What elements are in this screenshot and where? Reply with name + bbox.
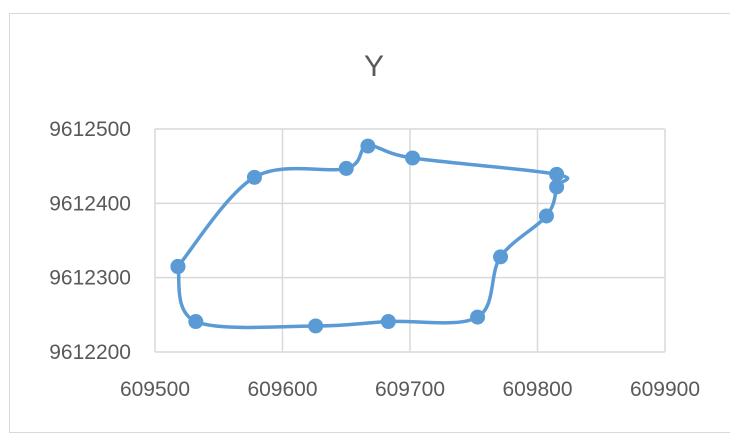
scatter-chart: Y 9612200 9612300 9612400 9612500 609500 6096… <box>49 50 700 401</box>
data-point <box>360 138 376 154</box>
data-point <box>170 259 186 275</box>
data-point <box>493 249 509 265</box>
x-tick-label: 609700 <box>375 378 445 401</box>
data-point <box>338 160 354 176</box>
tick-labels: 9612200 9612300 9612400 9612500 609500 609600… <box>49 118 700 401</box>
series-line <box>176 144 570 330</box>
y-tick-label: 9612300 <box>49 267 131 290</box>
x-tick-label: 609600 <box>247 378 317 401</box>
data-point <box>538 208 554 224</box>
data-point <box>405 150 421 166</box>
y-tick-label: 9612400 <box>49 192 131 215</box>
data-point <box>308 318 324 334</box>
chart-title: Y <box>364 50 384 83</box>
x-tick-label: 609900 <box>630 378 700 401</box>
data-point <box>246 169 262 185</box>
data-point <box>549 179 565 195</box>
data-point <box>470 309 486 325</box>
x-tick-label: 609800 <box>502 378 572 401</box>
data-points <box>170 138 565 334</box>
chart-frame <box>9 13 730 433</box>
y-tick-label: 9612500 <box>49 118 131 141</box>
data-point <box>380 314 396 330</box>
x-tick-label: 609500 <box>120 378 190 401</box>
grid-lines <box>154 128 666 353</box>
y-tick-label: 9612200 <box>49 341 131 364</box>
data-point <box>188 314 204 330</box>
data-point <box>549 166 565 182</box>
